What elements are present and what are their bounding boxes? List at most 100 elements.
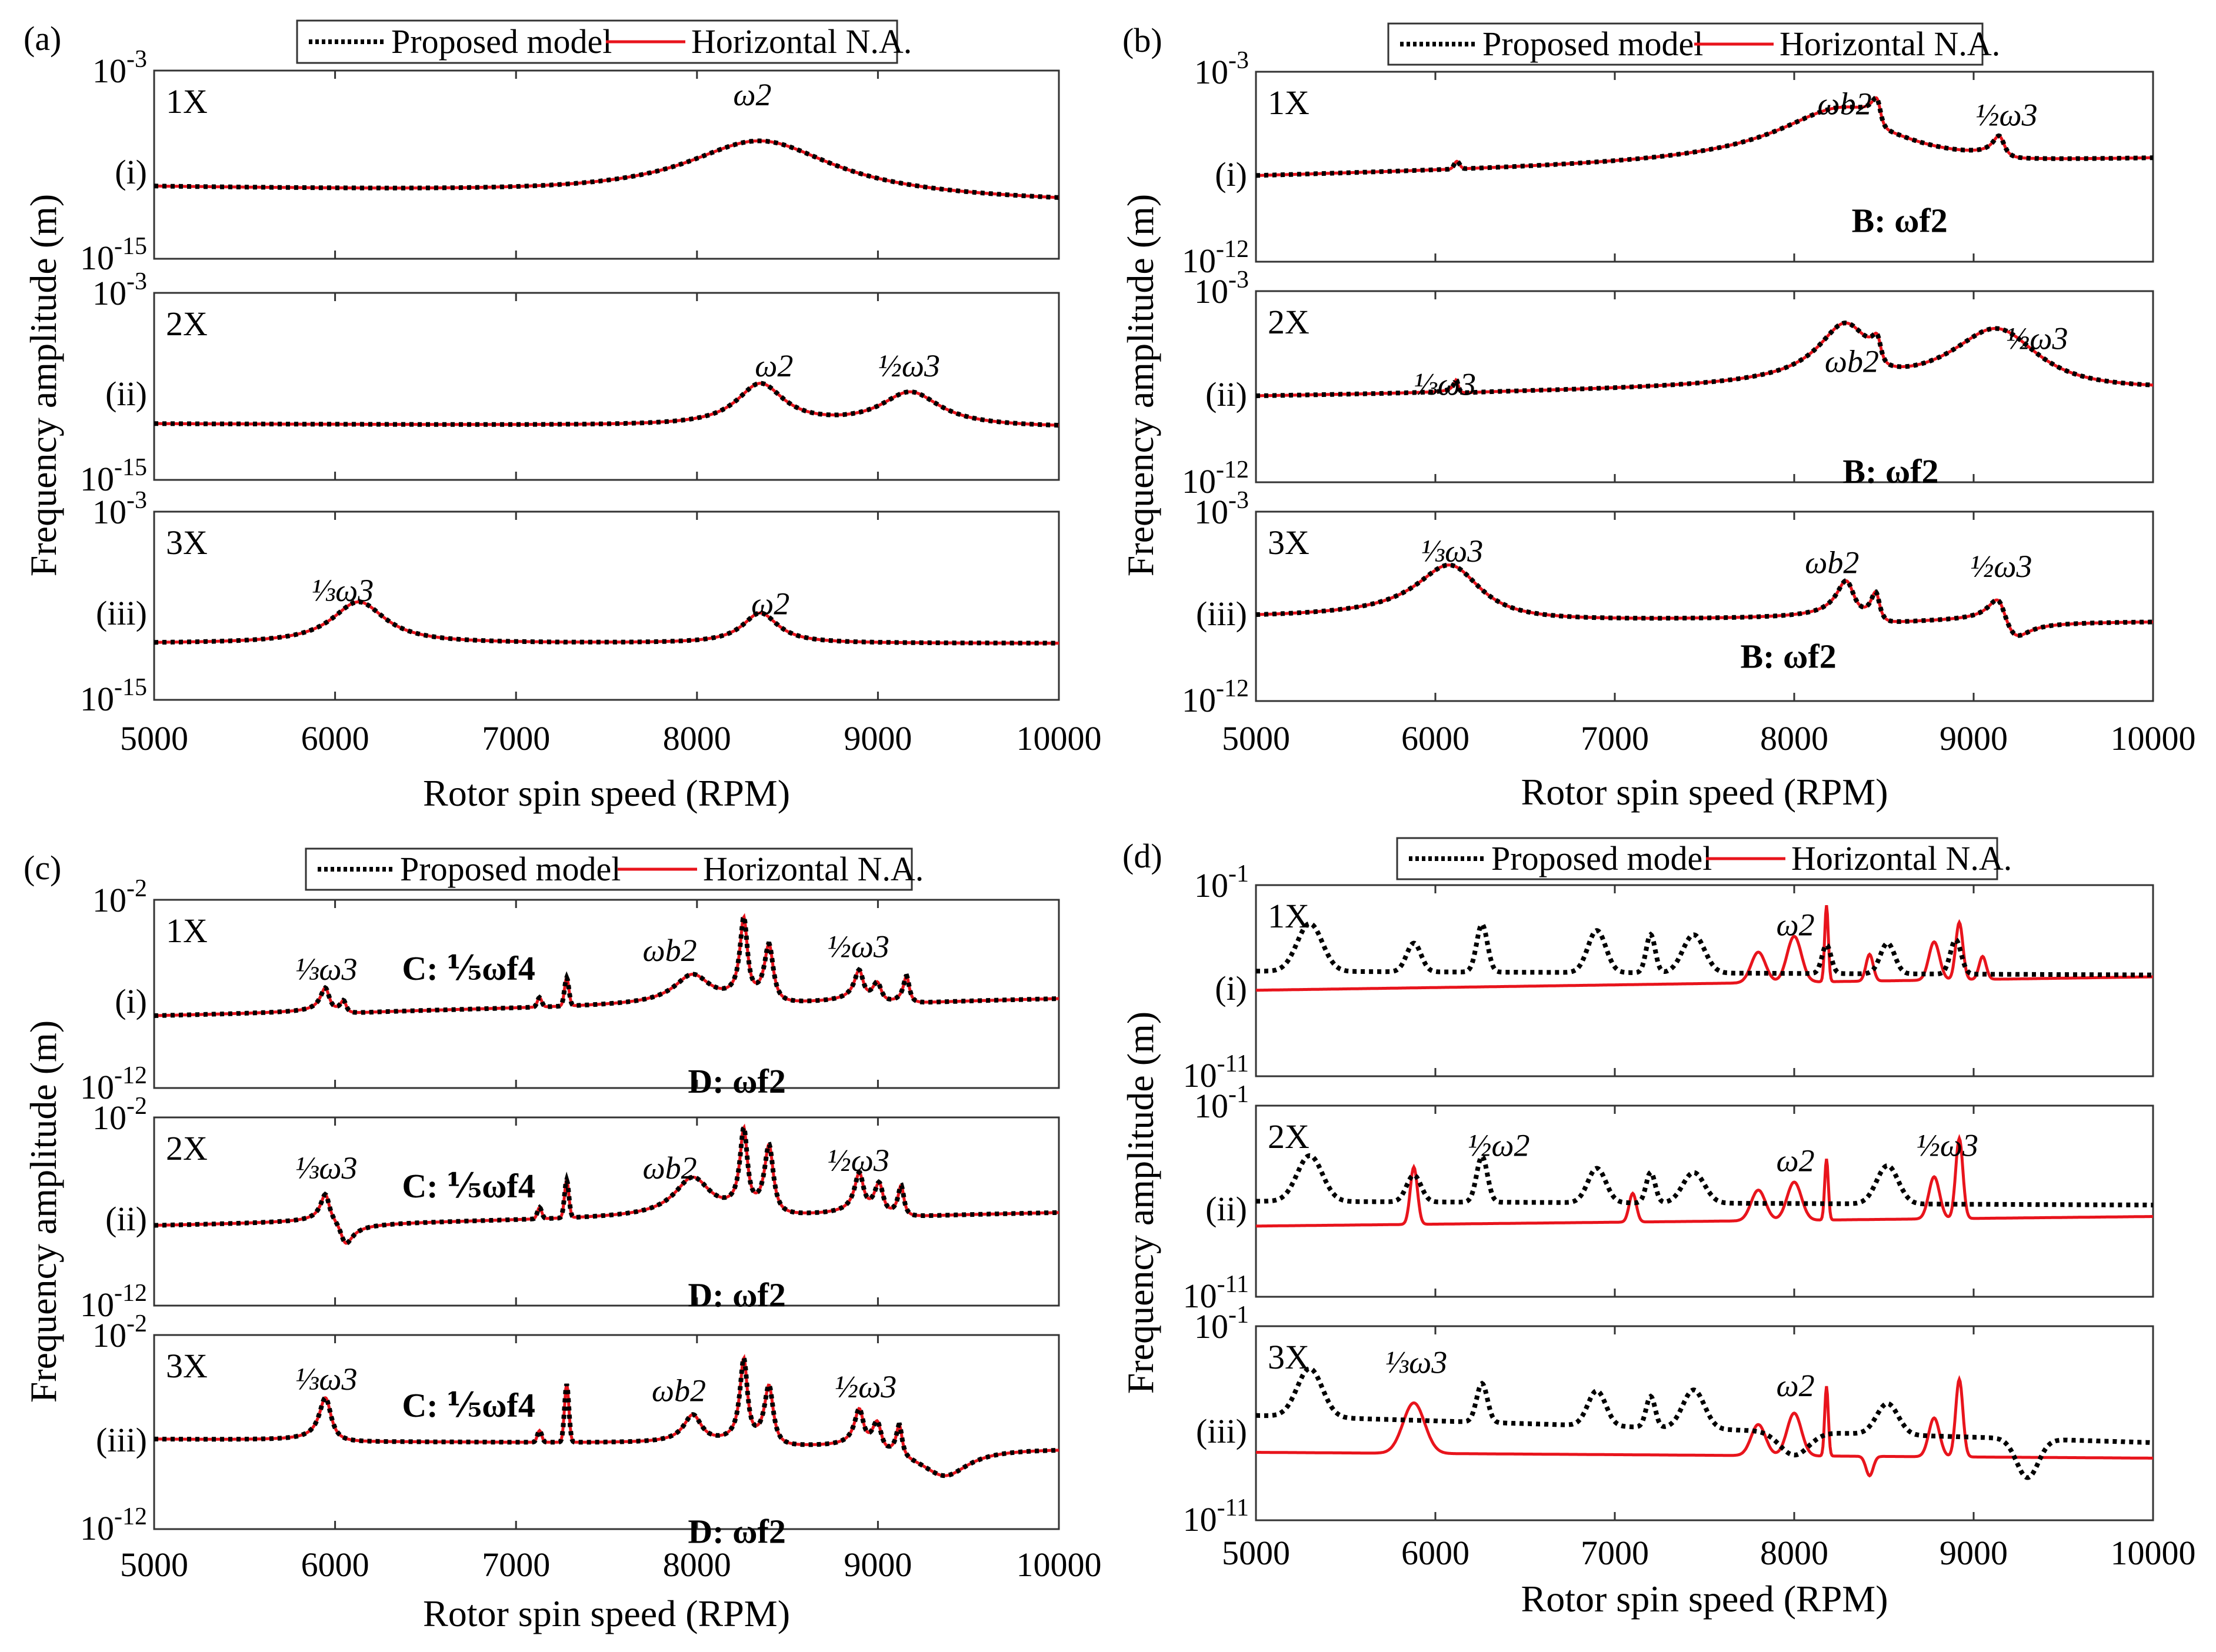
plot-frame: [153, 1116, 1060, 1307]
x-tick-label: 6000: [301, 719, 369, 757]
series-proposed-model: [1256, 1153, 2153, 1207]
y-tick-label: 10-15: [80, 454, 147, 498]
x-tick-label: 7000: [1581, 1534, 1649, 1572]
x-tick-label: 8000: [1760, 1534, 1828, 1572]
x-axis-label: Rotor spin speed (RPM): [1521, 1578, 1888, 1620]
subplot-roman-label: (iii): [96, 594, 147, 632]
legend-box: [1387, 22, 1984, 66]
peak-annotation: ½ω3: [835, 1369, 897, 1404]
subplot-1x: 10-3 10-15 1X (i) ω2: [80, 46, 1060, 277]
y-tick-label: 10-11: [1183, 1271, 1249, 1315]
panel-tag: (c): [24, 849, 61, 887]
subplot-roman-label: (ii): [1205, 375, 1247, 413]
subplot-order-label: 3X: [1268, 1338, 1309, 1376]
subplot-order-label: 2X: [166, 1129, 208, 1167]
y-tick-label: 10-3: [92, 46, 147, 90]
legend-box: [305, 847, 913, 891]
plot-frame: [153, 510, 1060, 701]
x-axis-label: Rotor spin speed (RPM): [1521, 771, 1888, 813]
peak-annotation: C: ⅕ωf4: [402, 949, 535, 987]
panel-c: (c) Proposed model Horizontal N.A. Frequenc…: [22, 847, 1102, 1634]
subplot-roman-label: (ii): [105, 375, 147, 413]
subplot-order-label: 1X: [166, 82, 208, 121]
subplot-roman-label: (iii): [1196, 1412, 1247, 1450]
y-tick-label: 10-12: [80, 1280, 147, 1324]
peak-annotation: ½ω3: [1970, 549, 2032, 584]
subplot-1x: 10-3 10-12 1X (i) ωb2 ½ω3 B: ωf2: [1182, 47, 2154, 280]
x-tick-label: 5000: [120, 1546, 188, 1584]
legend-horizontal-label: Horizontal N.A.: [1780, 25, 2000, 63]
peak-annotation: ½ω2: [1468, 1128, 1530, 1163]
y-tick-label: 10-11: [1183, 1494, 1249, 1538]
plot-frame: [1255, 71, 2154, 263]
subplot-roman-label: (iii): [1196, 595, 1247, 633]
x-tick-label: 6000: [301, 1546, 369, 1584]
y-tick-label: 10-3: [1194, 487, 1249, 531]
subplot-1x: 10-1 10-11 1X (i) ω2: [1183, 860, 2154, 1094]
peak-annotation: B: ωf2: [1842, 452, 1938, 490]
peak-annotation: ωb2: [643, 1150, 697, 1186]
x-tick-label: 5000: [1222, 719, 1290, 757]
subplot-roman-label: (i): [1215, 969, 1247, 1007]
y-tick-label: 10-1: [1194, 1081, 1249, 1125]
subplot-roman-label: (i): [115, 153, 147, 191]
peak-annotation: D: ωf2: [688, 1276, 785, 1314]
x-tick-label: 9000: [844, 719, 912, 757]
peak-annotation: ⅓ω3: [295, 1150, 358, 1186]
x-tick-label: 8000: [1760, 719, 1828, 757]
subplot-2x: 10-2 10-12 2X (ii) ⅓ω3 C: ⅕ωf4 ωb2 D: ωf2 ½ω3: [80, 1093, 1060, 1324]
peak-annotation: B: ωf2: [1852, 202, 1948, 240]
subplot-order-label: 1X: [1268, 84, 1309, 122]
y-tick-label: 10-2: [92, 875, 147, 919]
peak-annotation: ½ω3: [2006, 321, 2068, 356]
subplot-order-label: 2X: [1268, 303, 1309, 341]
y-axis-label: Frequency amplitude (m): [22, 194, 64, 576]
x-tick-label: 9000: [1940, 1534, 2008, 1572]
legend-proposed-label: Proposed model: [1491, 839, 1712, 877]
subplot-roman-label: (i): [115, 982, 147, 1020]
legend-proposed-label: Proposed model: [391, 22, 612, 61]
x-tick-label: 10000: [2111, 719, 2196, 757]
y-axis-label: Frequency amplitude (m): [1119, 194, 1161, 576]
y-tick-label: 10-12: [1182, 456, 1249, 500]
series-proposed-model: [154, 599, 1059, 646]
plot-frame: [153, 69, 1060, 260]
y-tick-label: 10-11: [1183, 1050, 1249, 1094]
plot-frame: [153, 1334, 1060, 1530]
subplot-2x: 10-3 10-15 2X (ii) ω2 ½ω3: [80, 268, 1060, 498]
y-axis-label: Frequency amplitude (m): [1119, 1012, 1161, 1394]
series-proposed-model: [1256, 921, 2154, 977]
y-tick-label: 10-1: [1194, 1301, 1249, 1346]
series-proposed-model: [1256, 95, 2153, 178]
plot-frame: [153, 292, 1060, 481]
peak-annotation: ωb2: [652, 1373, 706, 1409]
subplot-3x: 10-3 10-12 3X (iii) ⅓ω3 ωb2 ½ω3 B: ωf2: [1182, 487, 2154, 719]
subplot-order-label: 3X: [166, 523, 208, 562]
y-tick-label: 10-3: [92, 268, 147, 312]
peak-annotation: ½ω3: [1916, 1128, 1978, 1163]
series-proposed-model: [154, 381, 1059, 428]
series-horizontal-na: [1255, 905, 2153, 992]
legend-box: [296, 19, 898, 64]
y-tick-label: 10-2: [92, 1093, 147, 1137]
x-tick-label: 9000: [844, 1546, 912, 1584]
series-horizontal-na: [1256, 1375, 2153, 1478]
subplot-3x: 10-2 10-12 3X (iii) ⅓ω3 C: ⅕ωf4 ωb2 D: ωf2 ½ω3: [80, 1310, 1060, 1551]
peak-annotation: ½ω3: [827, 1143, 889, 1178]
y-tick-label: 10-12: [1182, 675, 1249, 719]
x-axis-label: Rotor spin speed (RPM): [423, 1593, 790, 1634]
subplot-roman-label: (i): [1215, 155, 1247, 193]
peak-annotation: ωb2: [1818, 86, 1872, 121]
series-proposed-model: [154, 1121, 1059, 1246]
subplot-order-label: 3X: [166, 1347, 208, 1385]
y-tick-label: 10-12: [1182, 236, 1249, 280]
peak-annotation: ω2: [755, 348, 793, 383]
y-tick-label: 10-3: [1194, 47, 1249, 91]
x-tick-label: 10000: [1017, 719, 1102, 757]
x-axis-label: Rotor spin speed (RPM): [423, 772, 790, 814]
subplot-order-label: 2X: [1268, 1117, 1309, 1156]
peak-annotation: ⅓ω3: [295, 1361, 358, 1397]
x-tick-label: 6000: [1401, 719, 1469, 757]
peak-annotation: ⅓ω3: [1421, 533, 1484, 569]
